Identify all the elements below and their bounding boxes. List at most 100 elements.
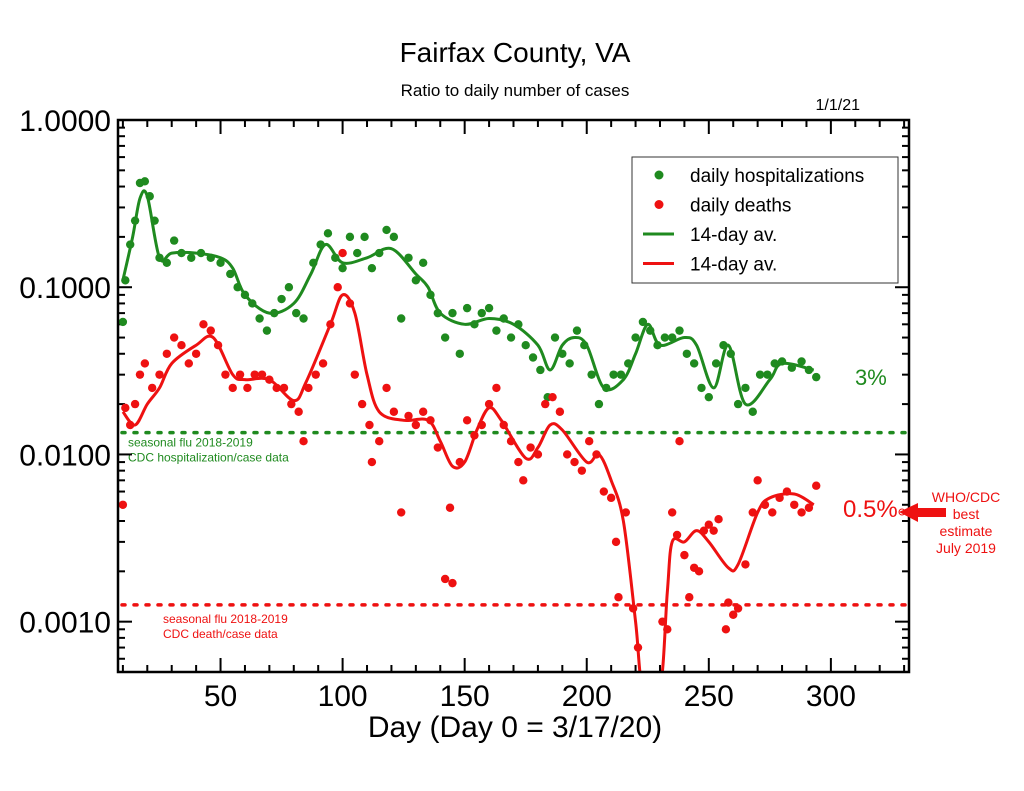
data-point-death bbox=[628, 604, 638, 613]
plot-frame bbox=[116, 118, 911, 674]
data-point-hosp bbox=[536, 365, 545, 375]
legend-marker-death bbox=[654, 200, 664, 209]
data-point-hosp bbox=[741, 383, 750, 393]
data-point-death bbox=[721, 625, 731, 634]
data-point-hosp bbox=[804, 365, 814, 375]
data-point-death bbox=[694, 567, 704, 576]
data-point-hosp bbox=[726, 349, 735, 358]
data-point-hosp bbox=[594, 399, 604, 409]
data-point-hosp bbox=[411, 276, 421, 285]
data-point-death bbox=[577, 466, 587, 475]
data-point-death bbox=[445, 503, 455, 512]
data-point-death bbox=[729, 610, 738, 619]
data-point-death bbox=[433, 443, 443, 452]
data-point-hosp bbox=[470, 320, 479, 329]
data-point-death bbox=[130, 399, 140, 409]
data-point-hosp bbox=[587, 370, 596, 379]
data-point-hosp bbox=[719, 341, 728, 350]
data-point-death bbox=[121, 403, 130, 413]
data-point-death bbox=[455, 457, 464, 467]
data-point-death bbox=[797, 508, 806, 517]
data-point-hosp bbox=[477, 308, 486, 318]
data-point-hosp bbox=[240, 290, 250, 300]
data-point-hosp bbox=[812, 372, 821, 382]
data-point-death bbox=[563, 450, 572, 459]
x-tick-label: 200 bbox=[562, 680, 612, 713]
data-point-death bbox=[733, 604, 743, 613]
data-point-death bbox=[672, 530, 682, 540]
data-point-hosp bbox=[331, 253, 340, 262]
data-point-death bbox=[338, 248, 347, 258]
data-point-death bbox=[199, 320, 208, 329]
data-point-hosp bbox=[506, 333, 516, 342]
data-point-death bbox=[411, 420, 421, 430]
y-tick-label: 0.0010 bbox=[19, 607, 111, 640]
data-point-hosp bbox=[150, 216, 159, 225]
data-point-hosp bbox=[499, 314, 508, 323]
data-point-death bbox=[584, 437, 594, 446]
data-point-death bbox=[462, 416, 472, 425]
data-point-hosp bbox=[426, 290, 435, 300]
date-label: 1/1/21 bbox=[816, 97, 861, 114]
data-point-hosp bbox=[316, 240, 325, 249]
data-point-death bbox=[250, 370, 259, 379]
data-point-death bbox=[506, 437, 516, 446]
data-point-death bbox=[804, 503, 814, 512]
data-point-hosp bbox=[777, 357, 787, 366]
data-point-death bbox=[326, 320, 335, 329]
data-point-death bbox=[357, 399, 367, 409]
data-point-hosp bbox=[646, 326, 655, 335]
data-point-death bbox=[243, 383, 252, 393]
x-tick-label: 150 bbox=[440, 680, 490, 713]
data-point-death bbox=[741, 560, 750, 569]
data-point-death bbox=[548, 392, 557, 402]
data-point-hosp bbox=[797, 357, 806, 366]
data-point-hosp bbox=[169, 236, 179, 245]
data-point-hosp bbox=[704, 392, 714, 402]
data-point-death bbox=[221, 370, 230, 379]
data-point-death bbox=[658, 617, 667, 626]
data-point-death bbox=[680, 550, 689, 560]
data-point-death bbox=[294, 407, 303, 416]
who-arrow-icon bbox=[898, 503, 946, 522]
data-point-death bbox=[760, 500, 770, 509]
data-point-hosp bbox=[367, 263, 377, 273]
data-point-death bbox=[318, 359, 328, 368]
data-point-hosp bbox=[689, 359, 699, 368]
data-point-hosp bbox=[145, 192, 154, 201]
data-point-hosp bbox=[609, 370, 618, 379]
data-point-hosp bbox=[177, 248, 186, 258]
data-point-death bbox=[350, 370, 360, 379]
data-point-hosp bbox=[787, 363, 797, 372]
legend-box bbox=[631, 156, 899, 284]
data-point-hosp bbox=[418, 258, 428, 267]
data-point-hosp bbox=[360, 232, 369, 242]
data-point-hosp bbox=[396, 314, 406, 323]
chart-title: Fairfax County, VA bbox=[400, 37, 631, 68]
data-point-death bbox=[135, 370, 145, 379]
legend: daily hospitalizations daily deaths 14-day… bbox=[631, 156, 899, 284]
x-tick-label: 300 bbox=[806, 680, 856, 713]
data-point-hosp bbox=[492, 326, 501, 335]
data-point-hosp bbox=[404, 253, 413, 262]
data-point-death bbox=[709, 526, 718, 535]
data-point-death bbox=[812, 481, 821, 490]
data-point-hosp bbox=[572, 326, 582, 335]
data-point-hosp bbox=[140, 177, 150, 186]
data-point-death bbox=[714, 514, 723, 524]
x-tick-label: 250 bbox=[684, 680, 734, 713]
chart-subtitle: Ratio to daily number of cases bbox=[401, 81, 630, 100]
data-point-death bbox=[499, 420, 508, 430]
data-point-death bbox=[606, 493, 616, 503]
data-point-hosp bbox=[455, 349, 464, 358]
data-point-death bbox=[675, 437, 684, 446]
data-point-hosp bbox=[216, 258, 225, 267]
data-point-hosp bbox=[226, 269, 235, 279]
data-point-hosp bbox=[233, 283, 242, 292]
data-point-death bbox=[206, 326, 215, 335]
hosp-percent-annotation: 3% bbox=[855, 365, 887, 390]
data-point-hosp bbox=[462, 303, 472, 313]
series-line-hosp bbox=[121, 189, 815, 407]
data-point-death bbox=[184, 359, 193, 368]
data-point-death bbox=[685, 593, 694, 602]
